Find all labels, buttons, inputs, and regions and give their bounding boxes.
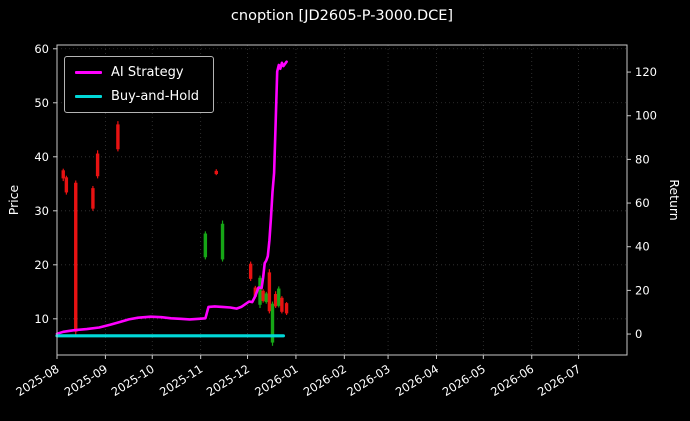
- date-tick-label: 2026-02: [301, 362, 349, 399]
- date-tick-label: 2025-09: [62, 362, 110, 399]
- date-tick-label: 2025-10: [109, 362, 157, 399]
- price-tick-label: 10: [34, 312, 49, 326]
- legend-item-buy-and-hold: Buy-and-Hold: [75, 89, 199, 104]
- date-tick-label: 2025-11: [157, 362, 205, 399]
- return-tick-label: 40: [635, 240, 650, 254]
- y-axis-label-price: Price: [6, 184, 21, 216]
- price-tick-label: 40: [34, 150, 49, 164]
- date-tick-label: 2025-08: [13, 362, 61, 399]
- plot-border: [56, 44, 628, 356]
- date-tick-label: 2026-07: [535, 362, 583, 399]
- date-tick-label: 2026-06: [488, 362, 536, 399]
- legend-label-buy-and-hold: Buy-and-Hold: [111, 89, 200, 104]
- legend-label-ai-strategy: AI Strategy: [111, 65, 184, 80]
- price-tick-label: 50: [34, 96, 49, 110]
- date-tick-label: 2025-12: [204, 362, 252, 399]
- price-tick-label: 20: [34, 258, 49, 272]
- return-tick-label: 100: [635, 109, 657, 123]
- legend: AI Strategy Buy-and-Hold: [64, 56, 215, 113]
- return-tick-label: 80: [635, 152, 650, 166]
- return-tick-label: 120: [635, 65, 657, 79]
- date-tick-label: 2026-04: [393, 362, 441, 399]
- return-tick-label: 60: [635, 196, 650, 210]
- date-tick-label: 2026-03: [344, 362, 392, 399]
- chart-title: cnoption [JD2605-P-3000.DCE]: [230, 8, 454, 24]
- buy-and-hold-line-swatch: [75, 95, 102, 98]
- date-tick-label: 2026-05: [440, 362, 488, 399]
- ai-strategy-line-swatch: [75, 71, 102, 74]
- price-tick-label: 30: [34, 204, 49, 218]
- y-axis-label-return: Return: [667, 179, 682, 221]
- price-tick-label: 60: [34, 42, 49, 56]
- legend-item-ai-strategy: AI Strategy: [75, 65, 199, 80]
- return-tick-label: 0: [635, 327, 642, 341]
- return-tick-label: 20: [635, 283, 650, 297]
- date-tick-label: 2026-01: [252, 362, 300, 399]
- series-line-ai-strategy: [55, 60, 288, 336]
